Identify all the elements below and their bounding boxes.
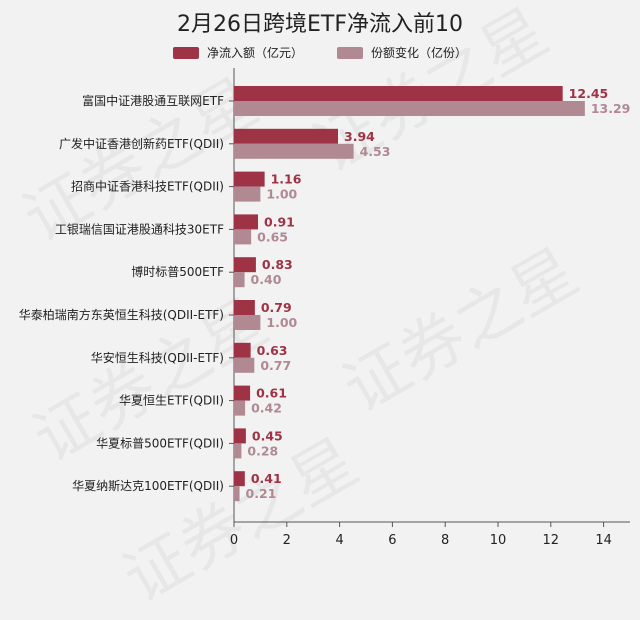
bar-share-change — [234, 443, 242, 459]
data-label-share-change: 0.21 — [246, 486, 277, 501]
data-label-share-change: 4.53 — [360, 144, 391, 159]
category-label: 工银瑞信国证港股通科技30ETF — [55, 222, 224, 236]
bar-net-inflow — [234, 214, 259, 230]
data-label-share-change: 13.29 — [591, 101, 631, 116]
category-label: 华夏纳斯达克100ETF(QDII) — [72, 479, 224, 493]
category-label: 华安恒生科技(QDII-ETF) — [91, 350, 224, 365]
bar-share-change — [234, 186, 261, 202]
legend-item-net-inflow: 净流入额（亿元） — [172, 44, 303, 61]
bar-net-inflow — [234, 385, 251, 401]
legend-swatch-net-inflow — [172, 46, 199, 59]
legend: 净流入额（亿元） 份额变化（亿份） — [0, 44, 640, 61]
category-label: 华泰柏瑞南方东英恒生科技(QDII-ETF) — [19, 307, 224, 322]
bar-share-change — [234, 315, 261, 330]
bar-share-change — [234, 143, 354, 159]
bar-share-change — [234, 101, 585, 116]
x-tick-label: 2 — [283, 533, 291, 548]
bar-share-change — [234, 486, 240, 502]
legend-swatch-share-change — [337, 46, 363, 59]
bar-share-change — [234, 357, 255, 373]
bar-share-change — [234, 229, 252, 245]
category-label: 富国中证港股通互联网ETF — [82, 93, 224, 108]
category-label: 博时标普500ETF — [131, 264, 224, 279]
category-label: 华夏标普500ETF(QDII) — [96, 436, 224, 450]
category-label: 招商中证香港科技ETF(QDII) — [71, 179, 224, 194]
x-tick-label: 4 — [335, 533, 343, 548]
x-tick-label: 6 — [388, 533, 396, 548]
data-label-net-inflow: 0.91 — [264, 214, 295, 229]
data-label-share-change: 0.28 — [247, 443, 278, 458]
data-label-share-change: 0.40 — [251, 272, 282, 287]
bar-net-inflow — [234, 86, 563, 101]
data-label-share-change: 0.77 — [260, 358, 291, 373]
bar-net-inflow — [234, 128, 339, 144]
legend-label-share-change: 份额变化（亿份） — [371, 46, 468, 60]
data-label-share-change: 0.65 — [257, 229, 288, 244]
data-label-share-change: 1.00 — [266, 315, 297, 330]
x-tick-label: 10 — [490, 533, 507, 548]
data-label-net-inflow: 3.94 — [344, 129, 375, 144]
bar-share-change — [234, 272, 245, 288]
data-label-net-inflow: 0.45 — [252, 428, 283, 443]
x-tick-label: 0 — [230, 533, 238, 548]
legend-label-net-inflow: 净流入额（亿元） — [206, 46, 303, 60]
x-tick-label: 12 — [543, 533, 560, 548]
data-label-net-inflow: 1.16 — [271, 172, 302, 187]
bar-net-inflow — [234, 471, 245, 487]
bar-net-inflow — [234, 171, 265, 187]
legend-item-share-change: 份额变化（亿份） — [337, 44, 467, 61]
data-label-share-change: 1.00 — [266, 187, 297, 202]
data-label-net-inflow: 0.61 — [256, 386, 287, 401]
bar-net-inflow — [234, 342, 251, 358]
x-tick-label: 8 — [441, 533, 449, 548]
bar-net-inflow — [234, 428, 246, 444]
data-label-net-inflow: 0.41 — [251, 471, 282, 486]
data-label-share-change: 0.42 — [251, 401, 282, 416]
bar-share-change — [234, 400, 246, 416]
chart-title: 2月26日跨境ETF净流入前10 — [177, 12, 463, 37]
data-label-net-inflow: 0.63 — [257, 343, 288, 358]
bar-net-inflow — [234, 300, 255, 315]
data-label-net-inflow: 12.45 — [569, 86, 609, 101]
data-label-net-inflow: 0.83 — [262, 257, 293, 272]
category-label: 华夏恒生ETF(QDII) — [119, 394, 224, 408]
category-label: 广发中证香港创新药ETF(QDII) — [59, 136, 224, 151]
bar-net-inflow — [234, 257, 256, 273]
x-tick-label: 14 — [595, 533, 612, 548]
data-label-net-inflow: 0.79 — [261, 300, 292, 315]
